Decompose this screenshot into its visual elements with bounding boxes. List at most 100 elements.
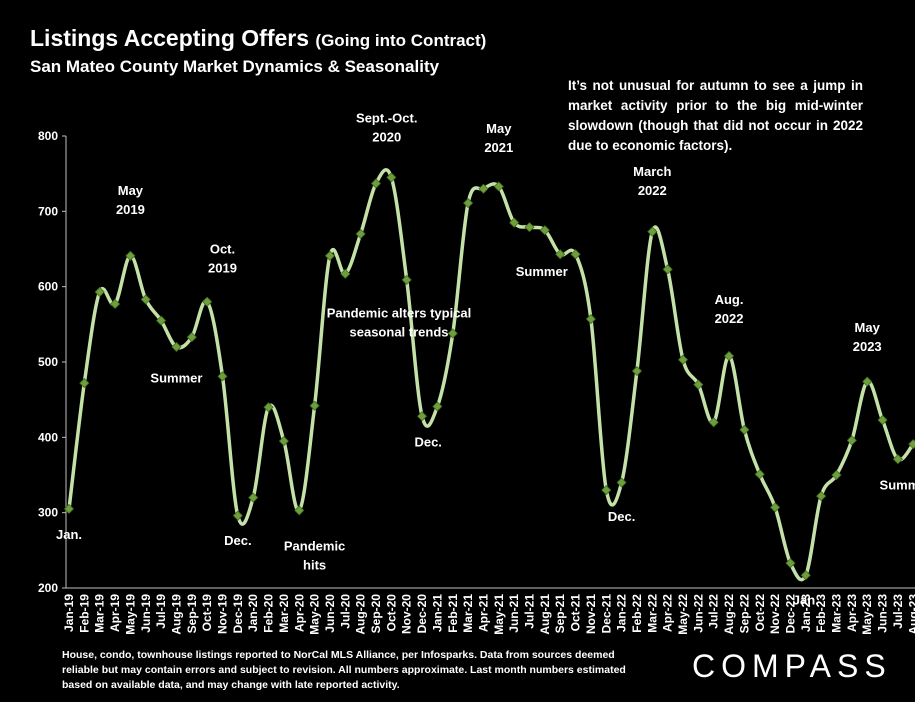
data-point [447,328,458,339]
x-tick-label: Nov-22 [768,594,782,634]
annotation-label: Dec. [224,533,251,548]
data-point [816,491,827,502]
y-tick-label: 300 [38,506,58,520]
data-point [63,503,75,514]
data-point [892,454,903,465]
x-tick-label: May-22 [676,594,690,635]
x-tick-label: Dec-21 [599,594,613,634]
x-tick-label: Jan-22 [615,594,629,632]
data-point [739,424,750,435]
y-tick-label: 600 [38,280,58,294]
annotation-label: March 2022 [633,164,671,198]
data-point [785,558,796,569]
title-paren: (Going into Contract) [315,31,487,50]
data-point [432,401,443,412]
x-tick-label: Sep-21 [553,594,567,634]
x-tick-label: Jan-19 [62,594,76,632]
data-point [478,183,489,194]
commentary-text: It’s not unusual for autumn to see a jum… [568,78,863,153]
data-point [125,250,136,261]
data-point [601,485,612,496]
x-tick-label: Aug-23 [906,594,915,635]
y-tick-label: 500 [38,355,58,369]
y-tick-label: 700 [38,204,58,218]
data-point [263,402,274,413]
x-tick-label: Jun-21 [507,594,521,633]
data-point [232,510,243,521]
x-tick-label: May-21 [492,594,506,635]
data-point [140,294,151,305]
data-point [109,298,121,310]
x-tick-label: Nov-21 [584,594,598,634]
data-point [800,570,811,581]
data-point [79,378,90,389]
x-tick-label: Jan-20 [246,594,260,632]
data-point [186,332,197,343]
annotation-label: May 2019 [116,183,145,217]
chart-title: Listings Accepting Offers (Going into Co… [30,25,486,52]
data-point [309,400,320,411]
x-tick-label: Jul-22 [707,594,721,629]
x-tick-label: Dec-20 [415,594,429,634]
x-tick-label: Feb-21 [446,594,460,633]
annotation-label: Jan. [793,593,819,608]
x-tick-label: May-19 [123,594,137,635]
x-tick-label: Mar-21 [461,594,475,633]
data-point [416,411,428,422]
x-tick-label: Sep-19 [185,594,199,634]
x-tick-label: Jul-19 [154,594,168,629]
x-tick-label: Apr-21 [476,594,490,632]
x-tick-label: Nov-20 [400,594,414,634]
x-tick-label: Feb-23 [814,594,828,633]
data-point [294,505,305,516]
x-tick-label: Jun-20 [323,594,337,633]
x-tick-label: Dec-22 [783,594,797,634]
data-point [754,469,765,480]
x-tick-label: Sep-20 [369,594,383,634]
data-point [877,414,888,426]
x-tick-label: Aug-21 [538,594,552,635]
x-tick-label: Oct-22 [753,594,767,632]
annotation-label: Oct. 2019 [208,242,237,276]
data-point [524,222,535,233]
data-point [862,376,873,387]
data-point [570,249,581,260]
annotation-label: May 2023 [853,320,882,354]
x-tick-label: Aug-19 [169,594,183,635]
data-point [202,296,213,307]
data-point [156,315,167,326]
annotation-label: Pandemic alters typical seasonal trends [327,306,472,340]
x-tick-label: Oct-20 [384,594,398,632]
data-point [631,365,643,377]
data-point [355,228,366,239]
data-point [677,354,689,365]
annotation-label: Aug. 2022 [715,292,744,326]
data-point [555,249,566,260]
annotation-label: Pandemic hits [284,538,345,572]
x-tick-label: Apr-19 [108,594,122,632]
footnote: House, condo, townhouse listings reporte… [62,649,626,691]
y-tick-label: 200 [38,581,58,595]
x-tick-label: Apr-20 [292,594,306,632]
x-tick-label: Oct-19 [200,594,214,632]
data-point [831,469,842,481]
chart-subtitle: San Mateo County Market Dynamics & Seaso… [30,57,440,76]
x-tick-label: Mar-19 [93,594,107,633]
x-tick-label: Jul-20 [338,594,352,629]
annotation-label: May 2021 [484,121,513,155]
data-point [386,172,397,183]
data-point [616,477,627,488]
x-tick-label: Jul-21 [523,594,537,629]
data-point [370,178,382,189]
x-tick-label: Apr-23 [845,594,859,632]
compass-logo: COMPASS [692,648,892,684]
x-tick-label: Jan-23 [799,594,813,632]
x-tick-label: Jul-23 [891,594,905,629]
x-tick-label: Oct-21 [569,594,583,632]
data-point [94,286,105,298]
x-tick-label: Jun-19 [139,594,153,633]
x-tick-label: Mar-20 [277,594,291,633]
y-tick-label: 800 [38,129,58,143]
x-tick-label: Feb-19 [77,594,91,633]
